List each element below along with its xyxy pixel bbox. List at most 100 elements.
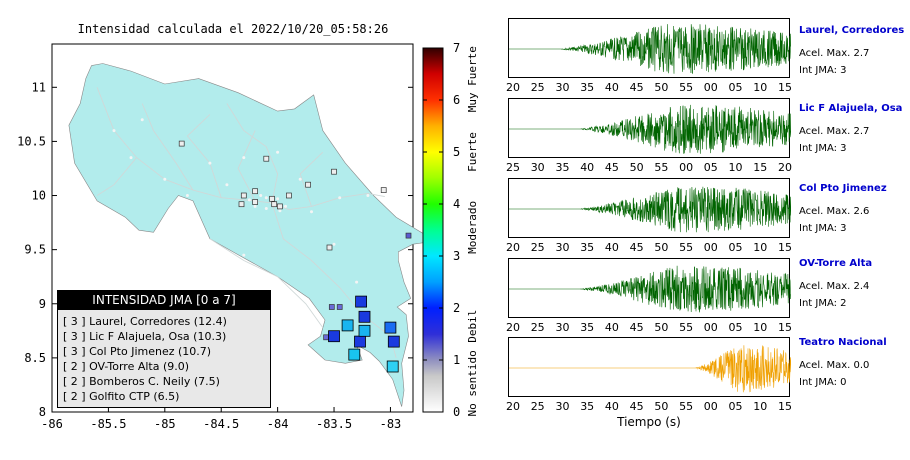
waveform-tick-label: 05: [703, 161, 718, 174]
station-intensity: Int JMA: 2: [799, 298, 847, 309]
station-name: Col Pto Jimenez: [799, 183, 887, 194]
city-dot: [284, 204, 287, 208]
legend-list: [ 3 ] Laurel, Corredores (12.4) [ 3 ] Li…: [58, 310, 270, 404]
city-dot: [310, 210, 313, 214]
station-info-teatro-nacional: Teatro Nacional Acel. Max. 0.0 Int JMA: …: [799, 337, 909, 388]
waveform-tick-label: 30: [555, 321, 570, 334]
city-dot: [140, 118, 144, 122]
city-dot: [298, 177, 302, 181]
x-tick-label: -83.5: [316, 417, 352, 431]
waveform-tick-label: 40: [580, 161, 595, 174]
colorbar-tick-label: 6: [453, 93, 460, 107]
waveform-tick-label: 20: [778, 161, 792, 174]
colorbar-tick-label: 2: [453, 301, 460, 315]
colorbar-gradient: [422, 47, 444, 413]
city-dot: [276, 150, 280, 154]
station-name: Laurel, Corredores: [799, 25, 905, 36]
waveform-ticks: 20 25 30 35 40 45 50 55 00 05 10 15: [506, 241, 792, 255]
map-road: [186, 114, 222, 198]
y-tick-label: 10.5: [17, 134, 46, 148]
waveform-tick-label: 00: [703, 400, 718, 413]
waveform-tick-label: 15: [778, 321, 792, 334]
waveform-tick-label: 45: [629, 241, 644, 254]
waveform-tick-label: 55: [654, 161, 669, 174]
waveform-panel-teatro-nacional: [508, 337, 791, 397]
station-marker-small: [252, 199, 258, 205]
waveform-line: [509, 24, 791, 75]
station-accel: Acel. Max. 2.4: [799, 281, 870, 292]
waveform-tick-label: 40: [604, 241, 619, 254]
station-info-laurel: Laurel, Corredores Acel. Max. 2.7 Int JM…: [799, 25, 909, 76]
waveform-tick-label: 20: [506, 81, 520, 94]
city-dot: [276, 197, 280, 201]
waveform-tick-label: 20: [506, 400, 520, 413]
waveform-tick-label: 25: [530, 81, 545, 94]
station-marker: [348, 348, 361, 361]
city-dot: [208, 161, 212, 165]
waveform-tick-label: 05: [728, 321, 743, 334]
waveform-panel-lic-alajuela: [508, 98, 791, 158]
x-tick-label: -83: [380, 417, 402, 431]
colorbar-level-label: Fuerte: [466, 132, 479, 172]
station-marker-small: [331, 168, 337, 175]
waveform-tick-label: 30: [555, 241, 570, 254]
station-marker: [358, 310, 371, 323]
time-axis-label: Tiempo (s): [617, 415, 681, 429]
city-dot: [264, 207, 268, 210]
waveform-tick-label: 50: [654, 241, 669, 254]
waveform-trace: [509, 24, 791, 75]
station-accel: Acel. Max. 2.6: [799, 206, 870, 217]
waveform-tick-label: 50: [654, 321, 669, 334]
station-marker-small: [263, 155, 270, 162]
station-marker-small: [305, 181, 311, 188]
colorbar-tick-label: 7: [453, 41, 460, 55]
y-tick-label: 8: [39, 405, 46, 419]
x-tick-label: -86: [41, 417, 63, 431]
waveform-tick-label: 45: [629, 321, 644, 334]
city-dot: [259, 194, 263, 197]
station-marker: [355, 295, 368, 308]
waveform-tick-label: 55: [679, 81, 694, 94]
y-tick-label: 10: [32, 189, 46, 203]
y-tick-label: 8.5: [24, 351, 46, 365]
colorbar-tick-label: 1: [453, 353, 460, 367]
station-marker-small: [380, 187, 387, 193]
x-tick-label: -85: [154, 417, 176, 431]
map-title: Intensidad calculada el 2022/10/20_05:58…: [77, 22, 389, 36]
y-tick-label: 11: [32, 80, 46, 94]
waveform-tick-label: 05: [728, 400, 743, 413]
waveform-tick-label: 10: [753, 81, 768, 94]
station-accel: Acel. Max. 2.7: [799, 48, 870, 59]
x-tick-label: -85.5: [90, 417, 126, 431]
city-dot: [185, 194, 189, 197]
waveform-tick-label: 10: [753, 400, 768, 413]
city-dot: [129, 156, 133, 160]
city-dot: [264, 196, 268, 200]
waveform-panel-laurel: [508, 18, 791, 78]
legend-item: [ 2 ] Golfito CTP (6.5): [63, 390, 180, 403]
waveform-tick-label: 35: [580, 241, 595, 254]
waveform-tick-label: 15: [753, 161, 768, 174]
station-accel: Acel. Max. 2.7: [799, 126, 870, 137]
waveform-ticks: 20 25 30 35 40 45 50 55 00 05 10 15: [506, 321, 792, 335]
intensity-colorbar: 0 1 2 3 4 5 6 7 No sentido Debil Moderado Fuerte Muy…: [422, 41, 479, 419]
waveform-tick-label: 35: [580, 400, 595, 413]
city-dot: [355, 280, 359, 284]
waveform-trace: [509, 345, 791, 393]
waveform-tick-label: 00: [679, 161, 694, 174]
waveform-line: [509, 345, 791, 393]
waveform-tick-label: 10: [753, 321, 768, 334]
station-intensity: Int JMA: 3: [799, 143, 847, 154]
colorbar-level-label: No sentido: [466, 350, 479, 416]
map-road: [96, 157, 137, 196]
station-marker-small: [252, 188, 258, 195]
waveform-tick-label: 50: [629, 161, 644, 174]
station-marker: [341, 319, 354, 332]
waveform-tick-label: 25: [506, 161, 520, 174]
waveform-ticks: 25 30 35 40 45 50 55 00 05 10 15 20: [506, 161, 792, 175]
station-intensity: Int JMA: 0: [799, 377, 847, 388]
waveform-tick-label: 45: [604, 161, 619, 174]
waveform-tick-label: 40: [604, 321, 619, 334]
waveform-panel-pto-jimenez: [508, 178, 791, 238]
y-tick-label: 9.5: [24, 243, 46, 257]
